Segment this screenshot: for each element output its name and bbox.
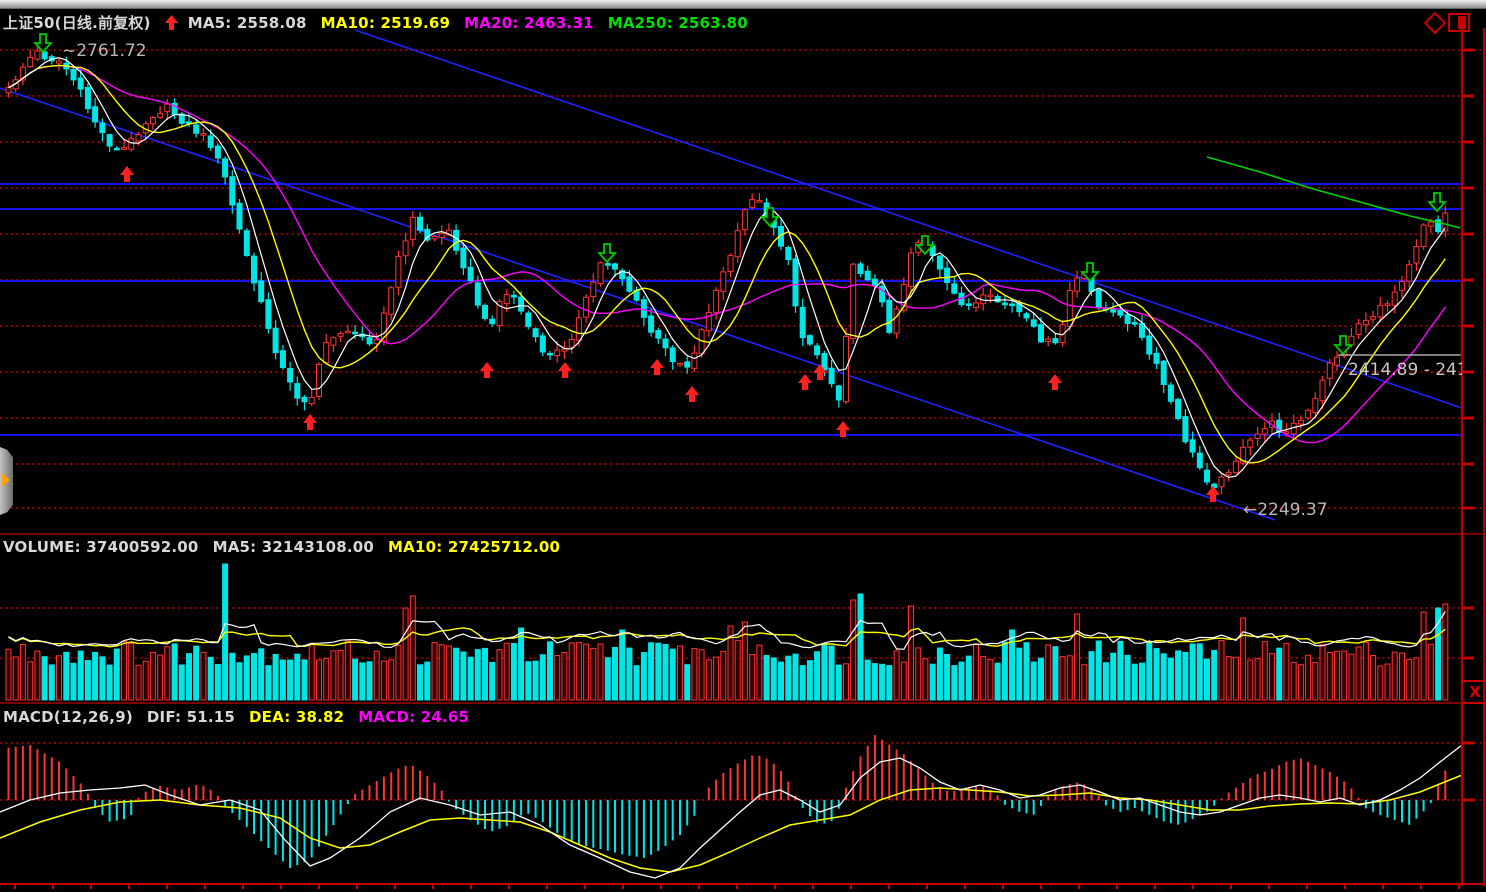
up-arrow-icon [164, 15, 178, 30]
volume-header: VOLUME: 37400592.00 MA5: 32143108.00 MA10:… [3, 538, 588, 556]
buy-arrow-icon [480, 362, 494, 378]
macd-legend-item: MACD: 24.65 [358, 708, 470, 726]
macd-legend-item: DEA: 38.82 [249, 708, 345, 726]
sell-arrow-icon [1079, 262, 1101, 283]
volume-legend-item: VOLUME: 37400592.00 [3, 538, 199, 556]
high-annotation: ~2761.72 [62, 41, 147, 61]
ma-legend: MA5: 2558.08 MA10: 2519.69 MA20: 2463.31 MA… [188, 14, 762, 32]
buy-arrow-icon [558, 362, 572, 378]
main-chart-header: 上证50(日线.前复权) MA5: 2558.08 MA10: 2519.69 MA2… [3, 12, 776, 33]
sell-arrow-icon [32, 33, 54, 54]
macd-legend-item: MACD(12,26,9) [3, 708, 133, 726]
close-pane-button[interactable]: X [1469, 683, 1481, 701]
buy-arrow-icon [1206, 486, 1220, 502]
buy-arrow-icon [685, 386, 699, 402]
left-expand-handle[interactable] [0, 447, 13, 515]
buy-arrow-icon [1048, 374, 1062, 390]
symbol-title: 上证50(日线.前复权) [3, 14, 151, 32]
sell-arrow-icon [759, 207, 781, 228]
title-bar [0, 0, 1486, 9]
macd-header: MACD(12,26,9) DIF: 51.15 DEA: 38.82 MACD: 2… [3, 708, 497, 726]
buy-arrow-icon [650, 359, 664, 375]
macd-legend: MACD(12,26,9) DIF: 51.15 DEA: 38.82 MACD: 2… [3, 708, 483, 726]
buy-arrow-icon [836, 421, 850, 437]
macd-legend-item: DIF: 51.15 [146, 708, 236, 726]
volume-legend-item: MA5: 32143108.00 [212, 538, 375, 556]
volume-legend: VOLUME: 37400592.00 MA5: 32143108.00 MA10:… [3, 538, 574, 556]
sell-arrow-icon [1332, 335, 1354, 356]
buy-arrow-icon [303, 414, 317, 430]
low-annotation: ←2249.37 [1243, 500, 1328, 520]
sell-arrow-icon [1426, 192, 1448, 213]
volume-legend-item: MA10: 27425712.00 [388, 538, 561, 556]
buy-arrow-icon [813, 364, 827, 380]
ma-legend-item: MA250: 2563.80 [607, 14, 748, 32]
split-panes-icon[interactable] [1448, 13, 1470, 32]
split-panes-cell [1458, 16, 1466, 29]
buy-arrow-icon [798, 374, 812, 390]
ma-legend-item: MA5: 2558.08 [187, 14, 307, 32]
ma-legend-item: MA20: 2463.31 [464, 14, 594, 32]
sell-arrow-icon [914, 235, 936, 256]
expand-arrow-icon [2, 473, 10, 487]
buy-arrow-icon [120, 166, 134, 182]
ma-legend-item: MA10: 2519.69 [320, 14, 451, 32]
price-range-tooltip: 2414.89 - 241 [1348, 360, 1462, 380]
sell-arrow-icon [596, 243, 618, 264]
